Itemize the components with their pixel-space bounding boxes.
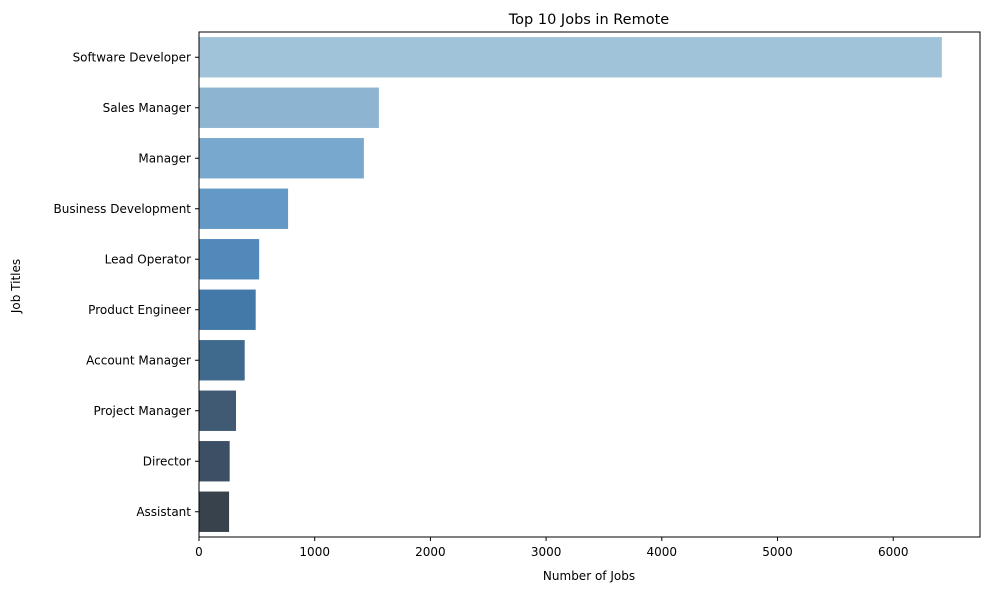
y-tick-label: Software Developer xyxy=(73,50,191,64)
bar xyxy=(199,491,230,532)
y-tick-label: Product Engineer xyxy=(88,303,191,317)
bar xyxy=(199,390,237,431)
bar xyxy=(199,340,245,381)
x-tick-label: 6000 xyxy=(878,545,909,559)
y-tick-label: Assistant xyxy=(136,505,191,519)
x-tick-label: 0 xyxy=(195,545,203,559)
y-tick-label: Business Development xyxy=(53,202,191,216)
bar xyxy=(199,138,364,179)
chart-title: Top 10 Jobs in Remote xyxy=(508,12,670,28)
x-axis: 0 1000 2000 3000 4000 5000 6000 xyxy=(195,537,908,559)
x-tick-label: 5000 xyxy=(762,545,793,559)
x-tick-label: 2000 xyxy=(415,545,446,559)
y-tick-label: Account Manager xyxy=(86,353,191,367)
bars-layer xyxy=(199,37,942,532)
x-tick-label: 3000 xyxy=(531,545,562,559)
y-tick-label: Director xyxy=(143,454,191,468)
y-axis-label: Job Titles xyxy=(9,259,23,314)
bar xyxy=(199,441,230,482)
bar xyxy=(199,289,256,330)
bar xyxy=(199,239,260,280)
bar xyxy=(199,188,289,229)
bar xyxy=(199,37,942,78)
x-tick-label: 1000 xyxy=(299,545,330,559)
y-axis: Software Developer Sales Manager Manager Bu… xyxy=(53,50,199,519)
y-tick-label: Project Manager xyxy=(94,404,192,418)
bar xyxy=(199,87,379,128)
y-tick-label: Lead Operator xyxy=(105,252,191,266)
x-tick-label: 4000 xyxy=(647,545,678,559)
x-axis-label: Number of Jobs xyxy=(543,569,635,583)
y-tick-label: Sales Manager xyxy=(103,101,191,115)
y-tick-label: Manager xyxy=(138,151,191,165)
plot-frame xyxy=(198,31,981,538)
